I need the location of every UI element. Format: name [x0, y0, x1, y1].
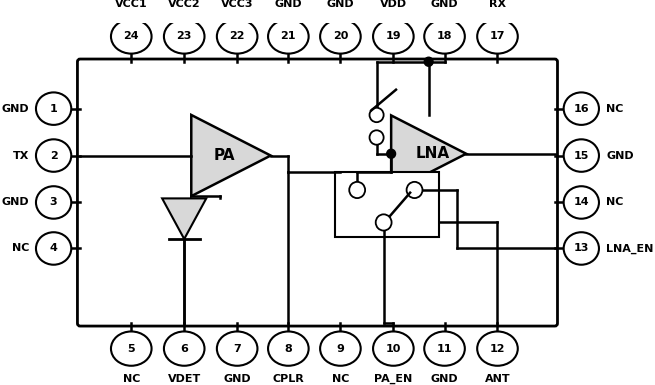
Text: VDET: VDET: [168, 374, 201, 384]
Ellipse shape: [424, 331, 465, 366]
Text: NC: NC: [331, 374, 349, 384]
Text: VCC1: VCC1: [115, 0, 147, 9]
Ellipse shape: [164, 331, 204, 366]
Circle shape: [349, 182, 365, 198]
Text: 24: 24: [123, 32, 139, 42]
Text: PA_EN: PA_EN: [374, 374, 413, 384]
Text: NC: NC: [12, 243, 29, 253]
Ellipse shape: [424, 19, 465, 54]
Text: GND: GND: [1, 198, 29, 208]
Ellipse shape: [373, 19, 414, 54]
Text: PA: PA: [213, 148, 234, 163]
Ellipse shape: [111, 331, 151, 366]
Text: 22: 22: [229, 32, 245, 42]
Text: VCC2: VCC2: [168, 0, 200, 9]
Text: 1: 1: [50, 104, 58, 114]
Text: GND: GND: [431, 374, 458, 384]
Ellipse shape: [36, 232, 71, 265]
Text: 19: 19: [386, 32, 401, 42]
Ellipse shape: [268, 19, 309, 54]
Ellipse shape: [268, 331, 309, 366]
Text: 9: 9: [337, 344, 345, 353]
Text: 12: 12: [490, 344, 505, 353]
Text: 3: 3: [50, 198, 58, 208]
Text: 21: 21: [280, 32, 296, 42]
Text: 18: 18: [437, 32, 453, 42]
Circle shape: [407, 182, 422, 198]
Text: LNA_EN: LNA_EN: [606, 243, 654, 254]
Text: 16: 16: [574, 104, 589, 114]
Text: GND: GND: [1, 104, 29, 114]
Ellipse shape: [477, 331, 517, 366]
Ellipse shape: [564, 186, 599, 219]
Text: 8: 8: [284, 344, 292, 353]
Circle shape: [424, 57, 433, 66]
Text: NC: NC: [606, 198, 624, 208]
Ellipse shape: [564, 139, 599, 172]
Text: LNA: LNA: [416, 146, 450, 161]
Circle shape: [386, 149, 396, 158]
Ellipse shape: [373, 331, 414, 366]
Text: 20: 20: [333, 32, 348, 42]
Ellipse shape: [36, 139, 71, 172]
Text: RX: RX: [489, 0, 506, 9]
Polygon shape: [162, 198, 206, 239]
Text: GND: GND: [223, 374, 251, 384]
Text: 10: 10: [386, 344, 401, 353]
Text: 15: 15: [574, 151, 589, 161]
Ellipse shape: [164, 19, 204, 54]
Ellipse shape: [36, 186, 71, 219]
Ellipse shape: [564, 92, 599, 125]
Text: NC: NC: [122, 374, 140, 384]
Text: 11: 11: [437, 344, 453, 353]
Text: 7: 7: [233, 344, 241, 353]
Ellipse shape: [320, 19, 361, 54]
Text: GND: GND: [327, 0, 354, 9]
Text: 5: 5: [128, 344, 135, 353]
Text: VCC3: VCC3: [221, 0, 253, 9]
Text: 17: 17: [490, 32, 505, 42]
Circle shape: [369, 130, 384, 145]
Text: GND: GND: [274, 0, 302, 9]
Text: GND: GND: [431, 0, 458, 9]
Ellipse shape: [217, 331, 257, 366]
Text: 6: 6: [180, 344, 188, 353]
Text: 23: 23: [177, 32, 192, 42]
Ellipse shape: [217, 19, 257, 54]
Text: 2: 2: [50, 151, 58, 161]
Text: TX: TX: [12, 151, 29, 161]
Text: ANT: ANT: [485, 374, 510, 384]
Text: VDD: VDD: [380, 0, 407, 9]
Ellipse shape: [111, 19, 151, 54]
Polygon shape: [191, 115, 271, 196]
Ellipse shape: [477, 19, 517, 54]
Text: 14: 14: [574, 198, 589, 208]
Ellipse shape: [36, 92, 71, 125]
Text: NC: NC: [606, 104, 624, 114]
Text: GND: GND: [606, 151, 633, 161]
Ellipse shape: [320, 331, 361, 366]
Text: CPLR: CPLR: [272, 374, 304, 384]
Text: 4: 4: [50, 243, 58, 253]
Circle shape: [376, 214, 392, 231]
FancyBboxPatch shape: [77, 59, 557, 326]
Polygon shape: [391, 116, 466, 192]
Ellipse shape: [564, 232, 599, 265]
Circle shape: [369, 108, 384, 122]
Text: 13: 13: [574, 243, 589, 253]
Bar: [335, 172, 440, 237]
